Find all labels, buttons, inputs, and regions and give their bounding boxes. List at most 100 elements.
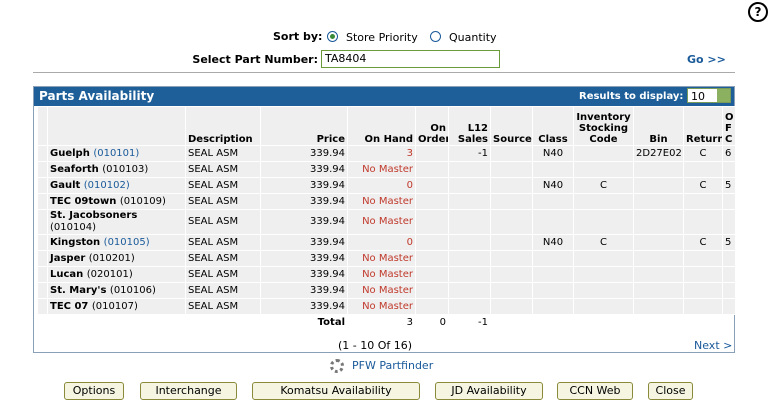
button[interactable]: Interchange — [140, 382, 237, 400]
part-input[interactable]: TA8404 — [321, 50, 500, 68]
on-order-cell — [415, 161, 449, 178]
blank — [185, 314, 261, 331]
class-cell — [532, 161, 574, 178]
store-code: (010104) — [50, 222, 96, 233]
source-cell — [490, 234, 533, 251]
on-hand-cell: No Master — [347, 282, 416, 299]
store-cell: Kingston (010105) — [47, 234, 186, 251]
data-row: Kingston (010105) SEAL ASM 339.94 0 N40 C C 5 — [37, 234, 736, 251]
class-cell — [532, 282, 574, 299]
class-cell — [532, 193, 574, 210]
row-gutter — [37, 282, 48, 299]
l12-sales-cell: -1 — [448, 145, 491, 162]
on-order-cell — [415, 298, 449, 315]
description-cell: SEAL ASM — [185, 234, 261, 251]
header-cell: Return — [683, 106, 723, 146]
bin-cell — [633, 177, 684, 194]
l12-sales-cell — [448, 282, 491, 299]
store-cell: TEC 07 (010107) — [47, 298, 186, 315]
isc-cell — [573, 161, 634, 178]
price-cell: 339.94 — [260, 266, 348, 283]
store-cell: Seaforth (010103) — [47, 161, 186, 178]
next-link[interactable]: Next > — [694, 339, 733, 352]
help-icon[interactable]: ? — [748, 2, 768, 22]
bin-cell — [633, 193, 684, 210]
store-code[interactable]: (010102) — [83, 179, 130, 191]
store-code: (010106) — [109, 284, 156, 296]
class-cell: N40 — [532, 177, 574, 194]
header-cell: Description — [185, 106, 261, 146]
price-cell: 339.94 — [260, 209, 348, 235]
total-label: Total — [260, 314, 348, 331]
store-code[interactable]: (010105) — [103, 236, 150, 248]
button[interactable]: Komatsu Availability — [252, 382, 420, 400]
data-row: Gault (010102) SEAL ASM 339.94 0 N40 C C 5 — [37, 177, 736, 194]
store-cell: Guelph (010101) — [47, 145, 186, 162]
on-hand-cell: No Master — [347, 193, 416, 210]
class-cell — [532, 250, 574, 267]
store-name: Gault — [50, 179, 81, 191]
l12-sales-cell — [448, 266, 491, 283]
isc-cell: C — [573, 234, 634, 251]
price-cell: 339.94 — [260, 250, 348, 267]
on-hand-cell: No Master — [347, 250, 416, 267]
description-cell: SEAL ASM — [185, 282, 261, 299]
select-arrow[interactable] — [717, 89, 730, 102]
price-cell: 339.94 — [260, 234, 348, 251]
class-cell — [532, 298, 574, 315]
store-cell: Gault (010102) — [47, 177, 186, 194]
store-name: Guelph — [50, 147, 90, 159]
panel-header: Parts Availability Results to display: 1… — [34, 87, 734, 106]
description-cell: SEAL ASM — [185, 145, 261, 162]
source-cell — [490, 298, 533, 315]
parts-panel: Parts Availability Results to display: 1… — [33, 86, 736, 353]
button[interactable]: Options — [64, 382, 124, 400]
bin-cell — [633, 250, 684, 267]
on-order-cell — [415, 266, 449, 283]
radio[interactable] — [327, 31, 338, 42]
data-row: Jasper (010201) SEAL ASM 339.94 No Master — [37, 250, 736, 267]
on-hand-cell: No Master — [347, 161, 416, 178]
data-row: Seaforth (010103) SEAL ASM 339.94 No Master — [37, 161, 736, 178]
sort-option[interactable]: Store Priority — [346, 31, 418, 44]
on-order-cell — [415, 177, 449, 194]
pager-range: (1 - 10 Of 16) — [338, 339, 413, 352]
on-hand-cell: 0 — [347, 177, 416, 194]
description-cell: SEAL ASM — [185, 250, 261, 267]
isc-cell — [573, 209, 634, 235]
store-cell: Lucan (020101) — [47, 266, 186, 283]
part-label: Select Part Number: — [192, 53, 318, 66]
l12-sales-cell — [448, 298, 491, 315]
radio[interactable] — [430, 31, 441, 42]
button[interactable]: CCN Web — [557, 382, 633, 400]
return-cell — [683, 250, 723, 267]
sort-option[interactable]: Quantity — [449, 31, 497, 44]
source-cell — [490, 177, 533, 194]
go-link[interactable]: Go >> — [687, 53, 726, 66]
bin-cell — [633, 234, 684, 251]
bin-cell — [633, 282, 684, 299]
store-name: St. Jacobsoners — [50, 210, 138, 222]
description-cell: SEAL ASM — [185, 193, 261, 210]
on-hand-cell: 0 — [347, 234, 416, 251]
store-name: Seaforth — [50, 163, 99, 175]
header-cell — [37, 106, 48, 146]
store-code[interactable]: (010101) — [93, 147, 140, 159]
partfinder-link[interactable]: PFW Partfinder — [352, 359, 434, 372]
total-row: Total 3 0 -1 — [37, 314, 736, 331]
on-hand-cell: No Master — [347, 266, 416, 283]
l12-sales-cell — [448, 250, 491, 267]
return-cell: C — [683, 177, 723, 194]
row-gutter — [37, 161, 48, 178]
on-order-cell — [415, 193, 449, 210]
button[interactable]: Close — [648, 382, 693, 400]
description-cell: SEAL ASM — [185, 266, 261, 283]
source-cell — [490, 145, 533, 162]
return-cell — [683, 209, 723, 235]
button[interactable]: JD Availability — [435, 382, 543, 400]
bin-cell — [633, 298, 684, 315]
class-cell: N40 — [532, 234, 574, 251]
return-cell — [683, 298, 723, 315]
description-cell: SEAL ASM — [185, 298, 261, 315]
